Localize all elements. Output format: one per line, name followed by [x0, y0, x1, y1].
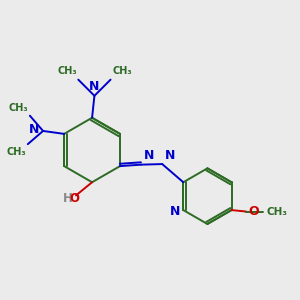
Text: O: O [248, 205, 259, 218]
Text: CH₃: CH₃ [266, 206, 287, 217]
Text: CH₃: CH₃ [57, 66, 77, 76]
Text: CH₃: CH₃ [9, 103, 28, 113]
Text: N: N [144, 149, 154, 162]
Text: N: N [165, 149, 175, 162]
Text: CH₃: CH₃ [112, 66, 132, 76]
Text: O: O [70, 192, 80, 205]
Text: N: N [169, 205, 180, 218]
Text: N: N [29, 123, 40, 136]
Text: CH₃: CH₃ [7, 147, 26, 157]
Text: H: H [63, 192, 73, 205]
Text: N: N [89, 80, 100, 93]
